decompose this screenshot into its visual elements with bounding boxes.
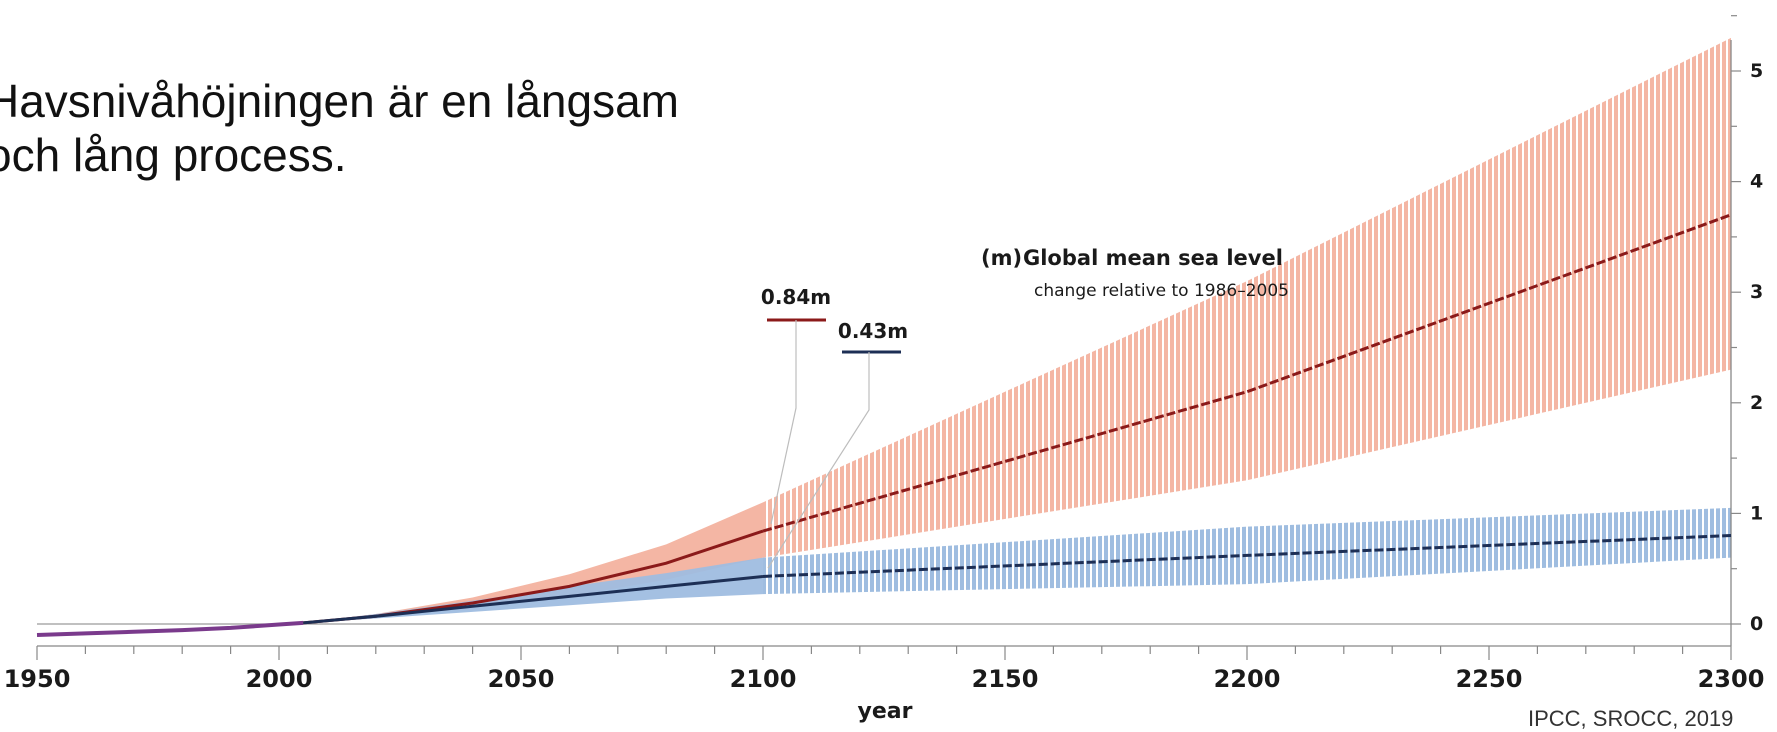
x-axis-label: year	[858, 699, 913, 724]
y-tick-label: 4	[1750, 171, 1763, 193]
x-tick-label: 2200	[1214, 665, 1281, 693]
low-band-hatched	[763, 507, 1731, 595]
high-callout-leader	[770, 320, 797, 525]
chart-subtitle: change relative to 1986–2005	[1034, 281, 1289, 301]
low-line-solid	[303, 574, 764, 625]
x-tick-label: 2250	[1456, 665, 1523, 693]
slide-line-1: Havsnivåhöjningen är en långsam	[0, 75, 679, 127]
chart-title: Global mean sea level	[1023, 246, 1283, 270]
x-tick-label: 2300	[1698, 665, 1765, 693]
y-tick-label: 5	[1750, 60, 1763, 82]
historical-line	[36, 620, 304, 638]
low-callout-leader	[767, 352, 870, 569]
chart-texts: (m) Global mean sea level change relativ…	[858, 246, 1289, 724]
low-line-dashed	[762, 534, 1732, 578]
low-band-solid	[303, 557, 763, 623]
source-credit: IPCC, SROCC, 2019	[1528, 706, 1734, 731]
x-tick-label: 1950	[4, 665, 71, 693]
callout-label: 0.43m	[838, 319, 908, 343]
high-line-dashed	[762, 213, 1732, 533]
slide-text: Havsnivåhöjningen är en långsam och lång…	[0, 74, 746, 182]
uncertainty-bands	[303, 37, 1731, 623]
x-tick-label: 2050	[488, 665, 555, 693]
high-band-hatched	[763, 37, 1731, 558]
x-tick-label: 2100	[730, 665, 797, 693]
x-tick-label: 2000	[246, 665, 313, 693]
y-tick-label: 2	[1750, 392, 1763, 414]
x-tick-label: 2150	[972, 665, 1039, 693]
series-lines	[36, 213, 1732, 638]
annotations: 0.84m 0.43m	[761, 285, 908, 569]
slide-line-2: och lång process.	[0, 129, 347, 181]
chart-unit-label: (m)	[981, 246, 1022, 270]
axes: 1950 2000 2050 2100 2150 2200 2250 2300 0 1 2 3 4 5	[4, 15, 1765, 693]
y-tick-label: 3	[1750, 281, 1763, 303]
callout-label: 0.84m	[761, 285, 831, 309]
y-tick-label: 0	[1750, 613, 1763, 635]
y-tick-label: 1	[1750, 502, 1763, 524]
